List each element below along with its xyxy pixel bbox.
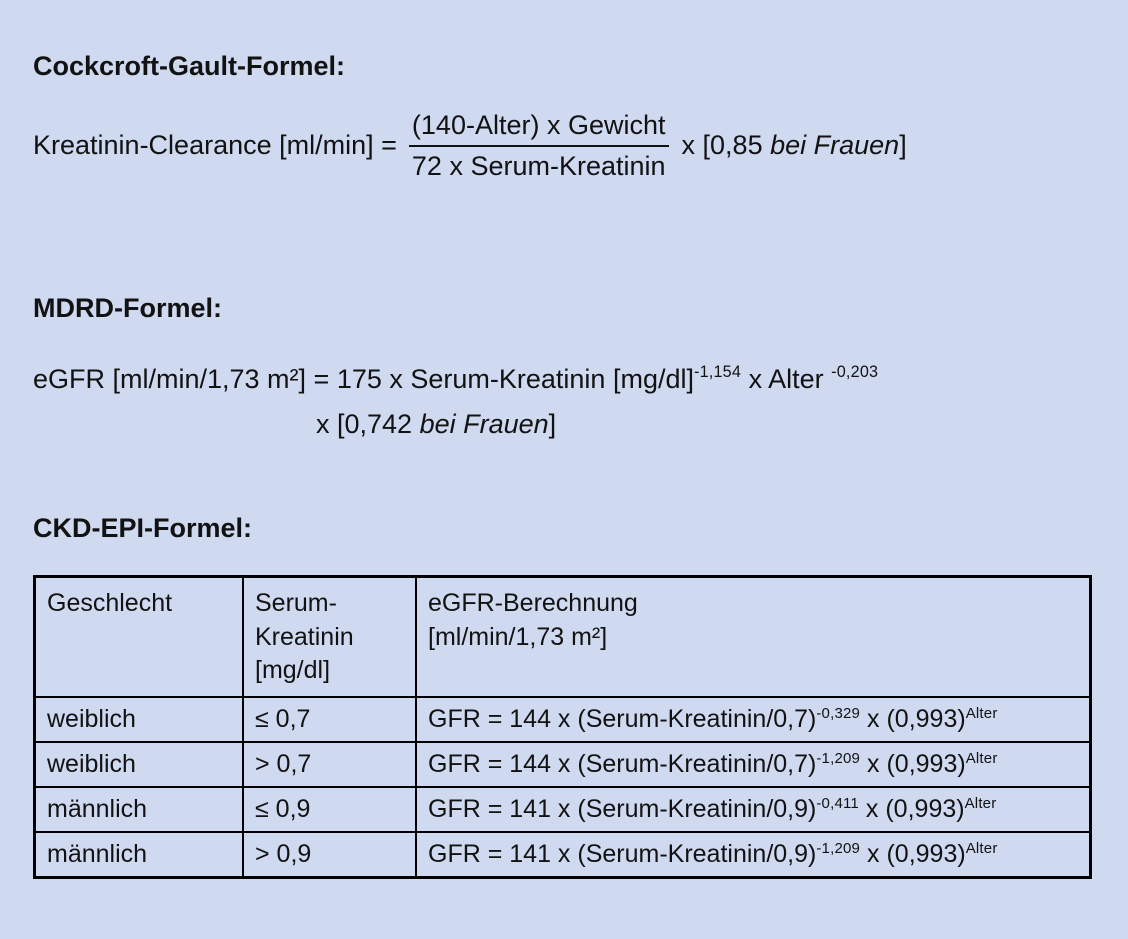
- mdrd-exponent-2: -0,203: [831, 363, 879, 382]
- fraction-numerator: (140-Alter) x Gewicht: [408, 110, 669, 147]
- table-row: männlich > 0,9 GFR = 141 x (Serum-Kreati…: [33, 831, 1092, 879]
- cockcroft-fraction: (140-Alter) x Gewicht 72 x Serum-Kreatin…: [408, 110, 669, 182]
- table-row: weiblich ≤ 0,7 GFR = 144 x (Serum-Kreati…: [33, 696, 1092, 744]
- formula-base2: x (0,993): [860, 840, 966, 869]
- formula-base2: x (0,993): [858, 795, 965, 824]
- header-serum-kreatinin: Serum- Kreatinin [mg/dl]: [242, 575, 417, 699]
- fraction-denominator: 72 x Serum-Kreatinin: [411, 150, 666, 181]
- mdrd-line1-base: eGFR [ml/min/1,73 m²] = 175 x Serum-Krea…: [33, 363, 694, 394]
- formula-exponent-2: Alter: [964, 794, 997, 812]
- mdrd-line2-suffix: ]: [548, 408, 557, 439]
- cell-kreatinin: ≤ 0,7: [242, 696, 417, 744]
- ckd-epi-table: Geschlecht Serum- Kreatinin [mg/dl] eGFR…: [33, 575, 1092, 880]
- formula-exponent-2: Alter: [965, 839, 998, 857]
- cell-formula: GFR = 141 x (Serum-Kreatinin/0,9)-0,411 …: [415, 786, 1092, 834]
- section-cockcroft-gault: Cockcroft-Gault-Formel: Kreatinin-Cleara…: [33, 50, 1092, 182]
- formula-exponent-2: Alter: [965, 704, 998, 722]
- formula-base1: GFR = 144 x (Serum-Kreatinin/0,7): [428, 705, 817, 734]
- formula-exponent-1: -1,209: [816, 749, 861, 767]
- cockcroft-female-factor: x [0,85 bei Frauen]: [682, 130, 907, 161]
- cell-formula: GFR = 144 x (Serum-Kreatinin/0,7)-1,209 …: [415, 741, 1092, 789]
- formula-exponent-1: -1,209: [816, 839, 861, 857]
- cell-kreatinin: > 0,7: [242, 741, 417, 789]
- header-egfr-berechnung: eGFR-Berechnung [ml/min/1,73 m²]: [415, 575, 1092, 699]
- formula-base1: GFR = 144 x (Serum-Kreatinin/0,7): [428, 750, 817, 779]
- table-row: weiblich > 0,7 GFR = 144 x (Serum-Kreati…: [33, 741, 1092, 789]
- mdrd-line2-prefix: x [0,742: [316, 408, 420, 439]
- factor-suffix: ]: [899, 130, 907, 161]
- cell-geschlecht: weiblich: [33, 741, 244, 789]
- factor-italic: bei Frauen: [770, 130, 900, 161]
- formula-base1: GFR = 141 x (Serum-Kreatinin/0,9): [428, 840, 817, 869]
- formula-base2: x (0,993): [860, 705, 966, 734]
- cell-formula: GFR = 141 x (Serum-Kreatinin/0,9)-1,209 …: [415, 831, 1092, 879]
- formula-base1: GFR = 141 x (Serum-Kreatinin/0,9): [428, 795, 817, 824]
- mdrd-formula-line1: eGFR [ml/min/1,73 m²] = 175 x Serum-Krea…: [33, 363, 1092, 395]
- cell-formula: GFR = 144 x (Serum-Kreatinin/0,7)-0,329 …: [415, 696, 1092, 744]
- mdrd-formula-line2: x [0,742 bei Frauen]: [316, 409, 1092, 440]
- cockcroft-formula: Kreatinin-Clearance [ml/min] = (140-Alte…: [33, 110, 1092, 182]
- cockcroft-heading: Cockcroft-Gault-Formel:: [33, 51, 346, 81]
- cell-kreatinin: > 0,9: [242, 831, 417, 879]
- factor-prefix: x [0,85: [681, 130, 771, 161]
- cockcroft-formula-lhs: Kreatinin-Clearance [ml/min] =: [33, 130, 397, 161]
- cell-geschlecht: männlich: [33, 831, 244, 879]
- mdrd-line1-mid: x Alter: [741, 363, 832, 394]
- cell-geschlecht: männlich: [33, 786, 244, 834]
- header-geschlecht: Geschlecht: [33, 575, 244, 699]
- section-ckd-epi: CKD-EPI-Formel: Geschlecht Serum- Kreati…: [33, 512, 1092, 880]
- formula-exponent-1: -0,329: [816, 704, 861, 722]
- formula-base2: x (0,993): [860, 750, 966, 779]
- section-mdrd: MDRD-Formel: eGFR [ml/min/1,73 m²] = 175…: [33, 292, 1092, 440]
- cell-kreatinin: ≤ 0,9: [242, 786, 417, 834]
- formula-exponent-2: Alter: [965, 749, 998, 767]
- mdrd-exponent-1: -1,154: [693, 363, 742, 382]
- formula-exponent-1: -0,411: [816, 794, 859, 812]
- table-row: männlich ≤ 0,9 GFR = 141 x (Serum-Kreati…: [33, 786, 1092, 834]
- mdrd-heading: MDRD-Formel:: [33, 292, 222, 323]
- ckdepi-heading: CKD-EPI-Formel:: [33, 512, 253, 543]
- table-header-row: Geschlecht Serum- Kreatinin [mg/dl] eGFR…: [33, 575, 1092, 699]
- cell-geschlecht: weiblich: [33, 696, 244, 744]
- mdrd-line2-italic: bei Frauen: [419, 408, 549, 439]
